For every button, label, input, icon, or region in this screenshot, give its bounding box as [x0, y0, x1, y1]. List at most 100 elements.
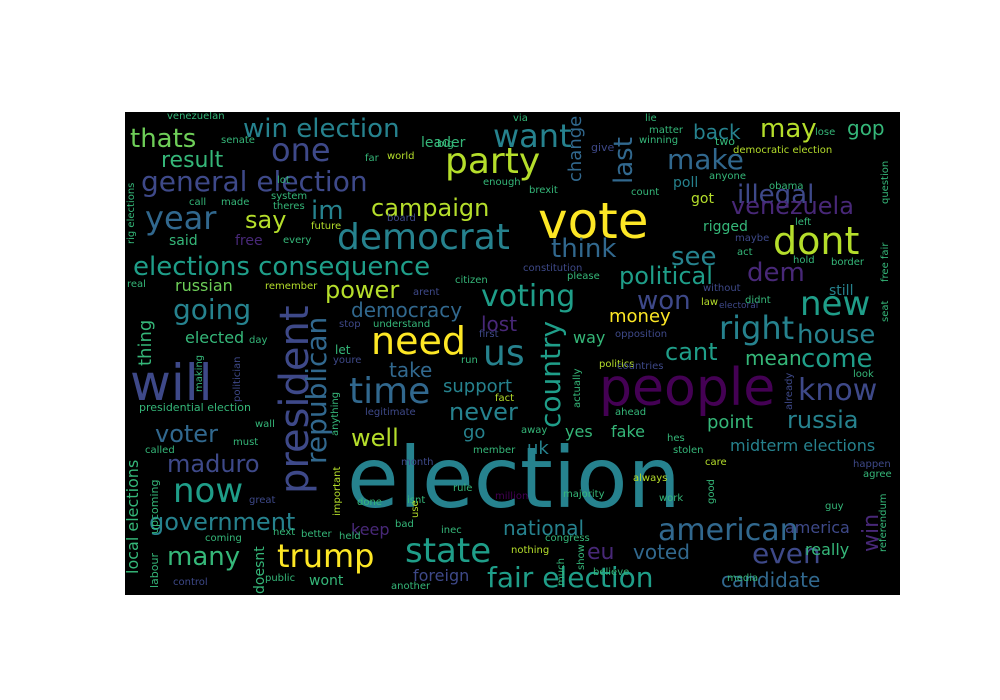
word-wall: wall: [255, 419, 275, 430]
word-question: question: [880, 160, 891, 204]
word-another: another: [391, 581, 431, 592]
word-didnt: didnt: [745, 295, 771, 306]
word-believe: believe: [593, 567, 630, 578]
word-maduro: maduro: [167, 450, 260, 478]
word-time: time: [349, 371, 431, 412]
word-still: still: [829, 283, 854, 299]
word-democracy: democracy: [351, 298, 463, 322]
word-never: never: [449, 398, 518, 426]
word-law: law: [701, 297, 719, 308]
word-one: one: [271, 131, 331, 169]
word-need: need: [371, 319, 466, 363]
word-go: go: [463, 422, 486, 443]
word-democratic-election: democratic election: [733, 145, 833, 156]
word-eu: eu: [587, 540, 615, 565]
word-act: act: [737, 247, 753, 258]
word-world: world: [387, 151, 415, 162]
word-party: party: [445, 141, 541, 182]
word-month: month: [401, 457, 434, 468]
word-political: political: [619, 262, 713, 290]
word-future: future: [311, 221, 342, 232]
word-look: look: [853, 369, 874, 380]
word-held: held: [339, 531, 361, 542]
word-going: going: [173, 293, 252, 326]
word-great: great: [249, 495, 276, 506]
word-brexit: brexit: [529, 185, 558, 196]
word-coming: coming: [205, 533, 242, 544]
word-opposition: opposition: [615, 329, 668, 340]
word-new: new: [800, 284, 871, 324]
word-candidate: candidate: [721, 568, 821, 592]
word-im: im: [311, 196, 344, 226]
word-year: year: [145, 199, 217, 237]
word-free: free: [235, 233, 263, 249]
word-presidential-election: presidential election: [139, 401, 251, 414]
word-via: via: [513, 113, 528, 124]
word-without: without: [703, 283, 741, 294]
word-referendum: referendum: [878, 493, 889, 552]
word-say: say: [245, 206, 287, 234]
word-back: back: [693, 120, 741, 144]
word-making: making: [194, 354, 205, 392]
word-dem: dem: [747, 258, 805, 288]
word-venezuelan: venezuelan: [167, 112, 225, 122]
word-make: make: [667, 143, 744, 176]
word-politics: politics: [599, 359, 635, 370]
word-labour: labour: [148, 552, 161, 588]
word-cloud: election vote people will president need…: [125, 112, 900, 595]
word-result: result: [161, 148, 224, 173]
word-national: national: [503, 516, 585, 540]
word-border: border: [831, 257, 865, 268]
word-countries: countries: [617, 361, 664, 372]
word-local-elections: local elections: [125, 459, 142, 574]
word-last: last: [609, 137, 639, 184]
word-state: state: [405, 531, 492, 571]
word-russia: russia: [787, 406, 859, 434]
word-obama: obama: [769, 181, 804, 192]
word-poll: poll: [673, 175, 699, 191]
word-gop: gop: [847, 116, 885, 140]
word-youre: youre: [333, 355, 362, 366]
word-theres: theres: [273, 201, 305, 212]
word-remember: remember: [265, 281, 318, 292]
word-take: take: [389, 358, 433, 382]
word-illegal: illegal: [737, 180, 815, 210]
word-upcoming: upcoming: [148, 479, 161, 534]
word-won: won: [637, 286, 691, 316]
word-russian: russian: [175, 276, 233, 295]
word-voting: voting: [481, 279, 576, 314]
word-member: member: [473, 445, 516, 456]
word-big: big: [437, 137, 455, 150]
word-board: board: [387, 213, 416, 224]
word-away: away: [521, 425, 548, 436]
word-us: us: [483, 333, 525, 374]
word-doesnt: doesnt: [252, 546, 268, 594]
word-arent: arent: [413, 287, 440, 298]
word-stop: stop: [339, 319, 361, 330]
word-said: said: [169, 233, 198, 249]
word-think: think: [551, 234, 617, 264]
word-voted: voted: [633, 540, 690, 564]
word-point: point: [707, 412, 753, 433]
word-vote: vote: [538, 192, 649, 250]
word-actually: actually: [572, 368, 583, 409]
word-give: give: [591, 141, 615, 154]
word-always: always: [633, 473, 668, 484]
word-government: government: [149, 508, 296, 536]
word-constitution: constitution: [523, 263, 583, 274]
word-change: change: [565, 115, 586, 182]
word-legitimate: legitimate: [365, 407, 416, 418]
word-public: public: [265, 573, 296, 584]
word-lot: lot: [277, 175, 290, 186]
word-campaign: campaign: [371, 194, 490, 222]
word-know: know: [798, 373, 878, 408]
word-trump: trump: [277, 537, 375, 575]
word-fake: fake: [611, 422, 645, 441]
word-general-election: general election: [141, 165, 368, 198]
word-good: good: [706, 479, 717, 504]
word-want: want: [493, 117, 572, 155]
word-inec: inec: [441, 525, 462, 536]
word-congress: congress: [545, 533, 590, 544]
word-far: far: [365, 153, 379, 164]
word-bad: bad: [395, 519, 414, 530]
